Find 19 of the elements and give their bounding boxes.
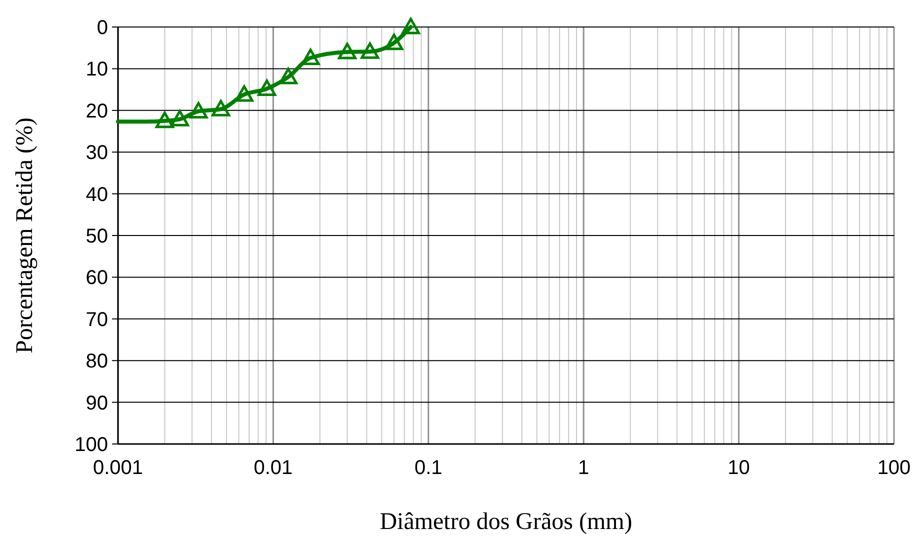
y-tick-label: 40: [86, 184, 108, 206]
x-tick-label: 0.01: [254, 457, 293, 479]
y-tick-label: 0: [96, 17, 108, 39]
x-tick-label: 100: [877, 457, 911, 479]
y-tick-label: 30: [86, 142, 108, 164]
x-tick-label: 0.1: [414, 457, 442, 479]
y-tick-label: 10: [86, 58, 108, 81]
x-tick-label: 1: [578, 457, 590, 479]
y-tick-label: 20: [86, 100, 108, 122]
y-tick-label: 70: [86, 308, 108, 331]
y-axis-title: Porcentagem Retida (%): [12, 118, 38, 354]
x-tick-label: 10: [728, 457, 750, 479]
y-tick-label: 60: [86, 267, 108, 290]
y-tick-label: 90: [86, 392, 108, 414]
y-tick-label: 100: [74, 434, 108, 456]
y-tick-label: 50: [86, 226, 108, 248]
x-axis-title: Diâmetro dos Grãos (mm): [380, 509, 632, 535]
x-tick-label: 0.001: [92, 457, 144, 479]
y-tick-label: 80: [86, 350, 108, 373]
